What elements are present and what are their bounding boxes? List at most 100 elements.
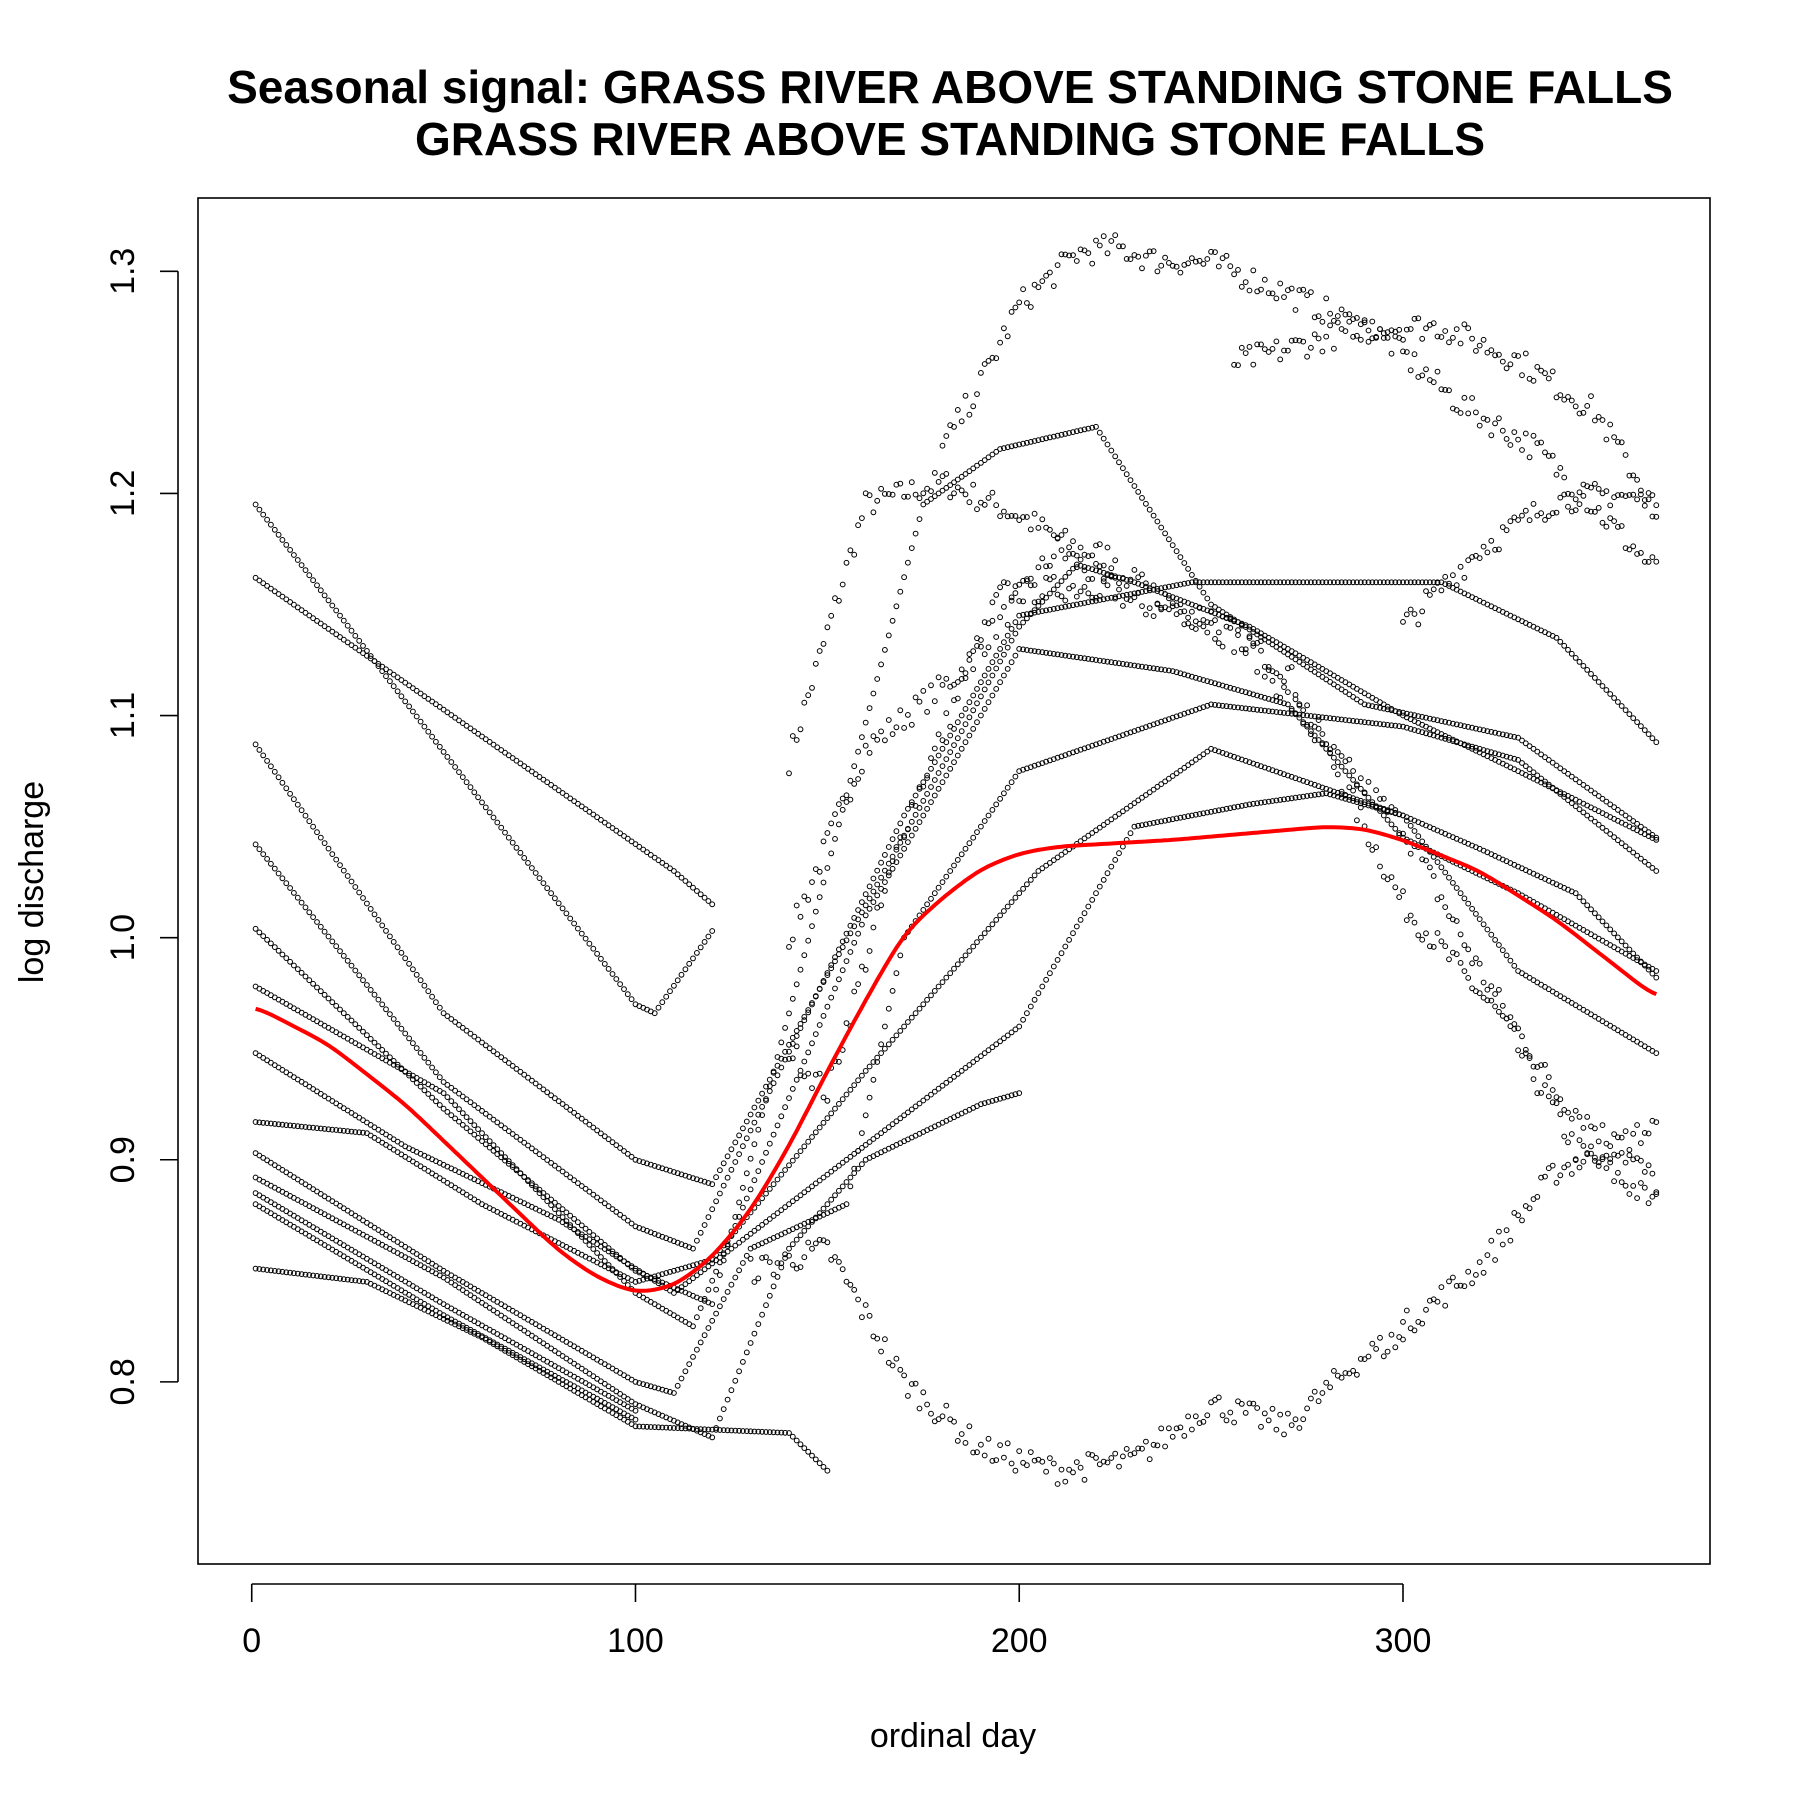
data-point xyxy=(394,688,401,695)
data-point xyxy=(882,888,888,894)
data-point xyxy=(1618,523,1625,529)
data-point xyxy=(1073,1459,1080,1465)
data-point xyxy=(978,1053,984,1059)
data-point xyxy=(390,671,397,678)
data-point xyxy=(1538,1062,1544,1068)
data-point xyxy=(1185,580,1191,586)
data-point xyxy=(1319,579,1326,586)
data-point xyxy=(1085,656,1092,662)
data-point xyxy=(1534,1194,1541,1200)
data-point xyxy=(390,683,397,690)
data-point xyxy=(517,1136,524,1143)
data-point xyxy=(601,1133,608,1140)
data-point xyxy=(755,1126,762,1133)
data-point xyxy=(1588,906,1594,913)
data-point xyxy=(578,1365,585,1372)
data-point xyxy=(770,1080,777,1087)
data-point xyxy=(463,1096,470,1103)
data-point xyxy=(947,749,954,755)
data-point xyxy=(1469,554,1475,560)
data-point xyxy=(1085,832,1092,839)
data-point xyxy=(1008,899,1015,905)
data-point xyxy=(682,966,689,973)
data-point xyxy=(970,465,977,472)
data-point xyxy=(1607,502,1614,509)
data-point xyxy=(1020,514,1026,520)
data-point xyxy=(509,1131,516,1137)
data-point xyxy=(824,1171,831,1178)
data-point xyxy=(1281,771,1287,778)
data-point xyxy=(613,1251,620,1258)
data-point xyxy=(978,460,984,466)
data-point xyxy=(705,1180,712,1186)
data-point xyxy=(920,783,927,790)
data-point xyxy=(1039,760,1046,766)
data-point xyxy=(1112,595,1119,602)
data-point xyxy=(1400,723,1406,730)
data-point xyxy=(1319,740,1326,746)
data-point xyxy=(252,841,259,848)
data-point xyxy=(1089,897,1096,903)
data-point xyxy=(644,1275,650,1282)
data-point xyxy=(1469,1280,1475,1287)
data-point xyxy=(317,834,324,841)
data-point xyxy=(287,885,294,891)
data-point xyxy=(1185,762,1191,768)
data-point xyxy=(387,669,393,675)
data-point xyxy=(801,1445,808,1451)
data-point xyxy=(1016,890,1023,897)
data-point xyxy=(905,1019,911,1025)
data-point xyxy=(1012,619,1019,626)
data-point xyxy=(364,1032,370,1039)
data-point xyxy=(874,881,881,888)
data-point xyxy=(505,1060,512,1066)
data-point xyxy=(1580,493,1587,499)
data-point xyxy=(901,845,907,852)
data-point xyxy=(763,1149,769,1156)
data-point xyxy=(1254,692,1261,699)
data-point xyxy=(502,829,508,836)
data-point xyxy=(828,850,835,857)
data-point xyxy=(1308,792,1314,799)
data-point xyxy=(505,1317,512,1324)
data-point xyxy=(1070,653,1076,660)
data-point xyxy=(429,1094,436,1101)
data-point xyxy=(575,1229,581,1235)
data-point xyxy=(1576,1114,1583,1120)
data-point xyxy=(1024,1462,1030,1469)
data-point xyxy=(1365,841,1372,848)
data-point xyxy=(578,803,585,810)
data-point xyxy=(1446,1278,1452,1285)
data-point xyxy=(686,881,693,888)
data-point xyxy=(978,637,984,643)
data-point xyxy=(951,742,957,748)
data-point xyxy=(674,1425,681,1431)
data-point xyxy=(1622,493,1629,500)
data-point xyxy=(1411,611,1418,617)
data-point xyxy=(1162,254,1168,261)
data-point xyxy=(1634,1122,1640,1128)
data-point xyxy=(801,1227,808,1234)
data-point xyxy=(851,1286,858,1293)
data-point xyxy=(755,1225,762,1231)
data-point xyxy=(344,1276,351,1283)
data-point xyxy=(759,1159,765,1165)
data-point xyxy=(1108,565,1115,572)
data-point xyxy=(1488,749,1495,756)
data-point xyxy=(1653,868,1660,874)
data-point xyxy=(1093,827,1099,834)
data-point xyxy=(567,1174,574,1181)
data-point xyxy=(344,957,351,964)
data-point xyxy=(271,588,278,595)
data-point xyxy=(667,1424,673,1431)
data-point xyxy=(1342,768,1349,774)
data-point xyxy=(459,1110,466,1116)
data-point xyxy=(736,1427,742,1434)
data-point xyxy=(686,1174,693,1180)
data-point xyxy=(1476,1259,1483,1265)
data-point xyxy=(1043,862,1049,869)
data-point xyxy=(1150,786,1157,793)
data-point xyxy=(931,745,938,752)
data-point xyxy=(1227,625,1234,631)
